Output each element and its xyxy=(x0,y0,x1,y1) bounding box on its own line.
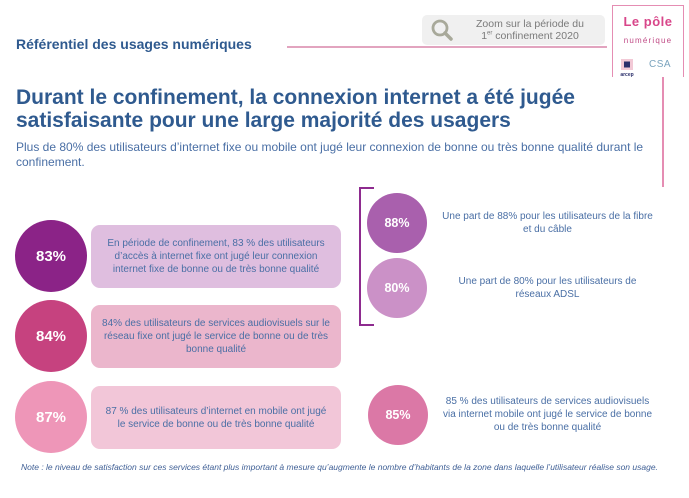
zoom-line-2-text: confinement 2020 xyxy=(492,30,579,42)
zoom-line-2: 1er confinement 2020 xyxy=(460,30,600,42)
footnote: Note : le niveau de satisfaction sur ces… xyxy=(21,462,658,472)
section-title: Référentiel des usages numériques xyxy=(16,36,252,52)
arcep-logo-icon: arcep xyxy=(620,59,634,77)
stat-circle-fixed-internet: 83% xyxy=(15,220,87,292)
svg-text:arcep: arcep xyxy=(620,72,633,77)
zoom-line-1: Zoom sur la période du xyxy=(476,18,584,30)
zoom-period-badge: Zoom sur la période du 1er confinement 2… xyxy=(422,15,605,45)
brand-logo-box: Le pôle numérique arcep CSA xyxy=(612,5,684,77)
zoom-period-text: Zoom sur la période du 1er confinement 2… xyxy=(460,18,600,42)
zoom-ordinal: 1 xyxy=(481,30,488,42)
stat-circle-fixed-audiovisual: 84% xyxy=(15,300,87,372)
stat-circle-adsl: 80% xyxy=(367,258,427,318)
page-subtitle: Plus de 80% des utilisateurs d’internet … xyxy=(16,140,644,169)
csa-logo: CSA xyxy=(649,59,672,70)
stat-text-adsl: Une part de 80% pour les utilisateurs de… xyxy=(458,276,637,300)
header-divider xyxy=(287,46,607,48)
decorative-vertical-line xyxy=(662,77,664,187)
brand-title: Le pôle xyxy=(623,14,673,29)
stat-card-fixed-audiovisual: 84% des utilisateurs de services audiovi… xyxy=(91,305,341,368)
brand-subtitle: numérique xyxy=(623,36,673,45)
zoom-ordinal-suffix: er xyxy=(487,30,493,37)
stat-card-mobile-internet: 87 % des utilisateurs d’internet en mobi… xyxy=(91,386,341,449)
stat-circle-mobile-internet: 87% xyxy=(15,381,87,453)
page-title: Durant le confinement, la connexion inte… xyxy=(16,86,575,132)
stat-circle-mobile-audiovisual: 85% xyxy=(368,385,428,445)
breakdown-bracket xyxy=(359,187,374,326)
stat-card-fixed-internet: En période de confinement, 83 % des util… xyxy=(91,225,341,288)
stat-text-fiber-cable: Une part de 88% pour les utilisateurs de… xyxy=(442,211,653,235)
stat-text-mobile-audiovisual: 85 % des utilisateurs de services audiov… xyxy=(442,396,653,433)
magnifier-icon xyxy=(431,19,453,41)
stat-circle-fiber-cable: 88% xyxy=(367,193,427,253)
